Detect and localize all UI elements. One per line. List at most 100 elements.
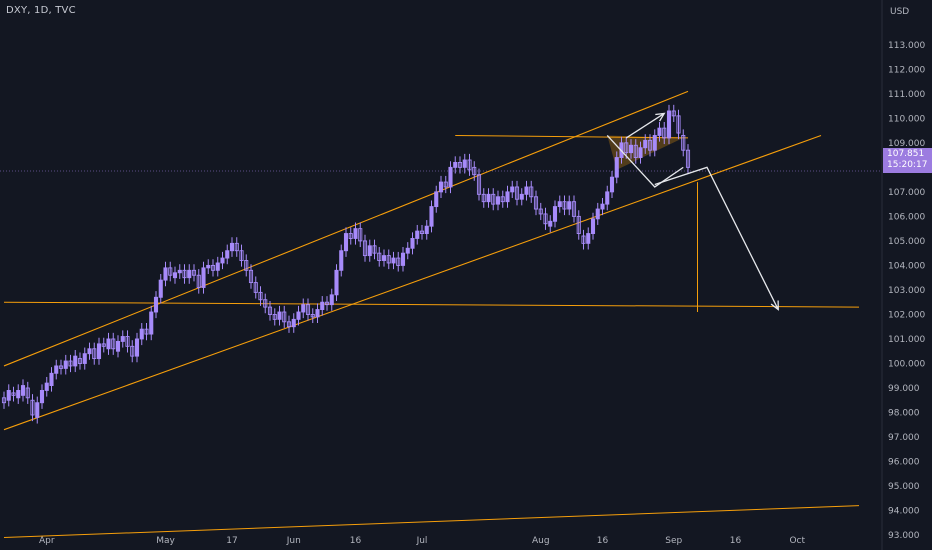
candle[interactable] xyxy=(272,308,277,326)
projection-path[interactable] xyxy=(654,166,779,310)
candle[interactable] xyxy=(495,190,501,211)
candle[interactable] xyxy=(657,122,662,142)
candle[interactable] xyxy=(557,195,562,213)
candle[interactable] xyxy=(39,384,45,409)
candle[interactable] xyxy=(277,305,282,326)
candle[interactable] xyxy=(101,337,106,353)
candle[interactable] xyxy=(225,244,230,265)
candle[interactable] xyxy=(429,200,434,233)
candle[interactable] xyxy=(1,391,7,409)
candle[interactable] xyxy=(44,376,49,397)
candle[interactable] xyxy=(324,296,330,311)
candle[interactable] xyxy=(320,296,325,316)
candle[interactable] xyxy=(681,129,686,157)
candle[interactable] xyxy=(519,188,524,206)
candle[interactable] xyxy=(286,315,292,333)
candle[interactable] xyxy=(647,134,653,157)
candle[interactable] xyxy=(609,171,615,198)
candle[interactable] xyxy=(638,141,643,164)
candle[interactable] xyxy=(381,249,387,267)
candle[interactable] xyxy=(315,303,320,324)
candle[interactable] xyxy=(115,335,121,358)
candle[interactable] xyxy=(334,264,339,301)
candle[interactable] xyxy=(453,156,458,174)
candle[interactable] xyxy=(685,144,691,174)
candle[interactable] xyxy=(282,305,287,328)
candle[interactable] xyxy=(457,156,463,174)
price-axis[interactable]: USD113.000112.000111.000110.000109.00010… xyxy=(888,7,925,541)
candle[interactable] xyxy=(590,212,596,240)
candle[interactable] xyxy=(182,264,187,284)
candle[interactable] xyxy=(25,381,30,404)
candle[interactable] xyxy=(163,261,168,287)
candle[interactable] xyxy=(400,247,406,272)
candle[interactable] xyxy=(92,342,97,365)
plot-area[interactable] xyxy=(0,0,883,550)
support-line[interactable] xyxy=(3,301,860,308)
candle[interactable] xyxy=(296,305,301,326)
candle[interactable] xyxy=(514,180,520,206)
candle[interactable] xyxy=(533,190,539,216)
candle[interactable] xyxy=(424,220,429,240)
candle[interactable] xyxy=(481,188,486,208)
candle[interactable] xyxy=(505,185,510,208)
candle[interactable] xyxy=(187,264,192,284)
candle[interactable] xyxy=(438,175,444,198)
candle[interactable] xyxy=(486,188,491,208)
candle[interactable] xyxy=(386,249,391,270)
up-arrow-line[interactable] xyxy=(625,112,665,139)
candle[interactable] xyxy=(301,298,306,319)
candle[interactable] xyxy=(177,264,182,279)
candle[interactable] xyxy=(82,347,87,370)
candle[interactable] xyxy=(291,313,296,333)
bottom-line[interactable] xyxy=(3,505,860,539)
candle[interactable] xyxy=(87,342,92,360)
candle[interactable] xyxy=(538,202,543,221)
candle[interactable] xyxy=(305,298,311,321)
candle[interactable] xyxy=(149,305,154,341)
candle[interactable] xyxy=(239,244,244,267)
candle[interactable] xyxy=(144,323,149,341)
candle[interactable] xyxy=(201,261,206,294)
candle[interactable] xyxy=(614,151,619,184)
candle[interactable] xyxy=(367,239,372,262)
candle[interactable] xyxy=(581,229,586,250)
candle[interactable] xyxy=(628,139,634,159)
candle[interactable] xyxy=(543,207,548,230)
candle[interactable] xyxy=(529,180,534,203)
candle[interactable] xyxy=(206,259,211,274)
candle[interactable] xyxy=(666,104,672,145)
candle[interactable] xyxy=(96,337,102,365)
candle[interactable] xyxy=(339,244,344,277)
candle[interactable] xyxy=(63,354,68,375)
candle[interactable] xyxy=(662,122,667,145)
candle[interactable] xyxy=(248,264,254,289)
candle[interactable] xyxy=(462,153,467,174)
candle[interactable] xyxy=(643,134,648,154)
candle[interactable] xyxy=(158,274,163,304)
candle[interactable] xyxy=(139,323,144,346)
candle[interactable] xyxy=(448,161,453,194)
candle[interactable] xyxy=(111,332,116,355)
candle[interactable] xyxy=(134,332,140,363)
candle[interactable] xyxy=(68,354,73,373)
candle[interactable] xyxy=(263,293,268,314)
candle[interactable] xyxy=(125,330,130,353)
candle[interactable] xyxy=(229,237,235,257)
time-axis[interactable]: Apr May 17 Jun 16 Jul Aug 16 Sep 16 Oct xyxy=(39,536,806,546)
candle[interactable] xyxy=(358,222,363,248)
candle[interactable] xyxy=(234,237,239,257)
candle[interactable] xyxy=(605,185,610,211)
candle[interactable] xyxy=(106,332,111,355)
candle[interactable] xyxy=(253,276,258,299)
candle[interactable] xyxy=(191,264,197,282)
candle[interactable] xyxy=(548,215,553,233)
candle[interactable] xyxy=(267,300,273,321)
candle[interactable] xyxy=(310,308,315,324)
candle[interactable] xyxy=(73,350,78,373)
candle[interactable] xyxy=(467,153,472,176)
candle[interactable] xyxy=(215,256,220,277)
candle[interactable] xyxy=(472,161,477,181)
candle[interactable] xyxy=(35,396,40,424)
